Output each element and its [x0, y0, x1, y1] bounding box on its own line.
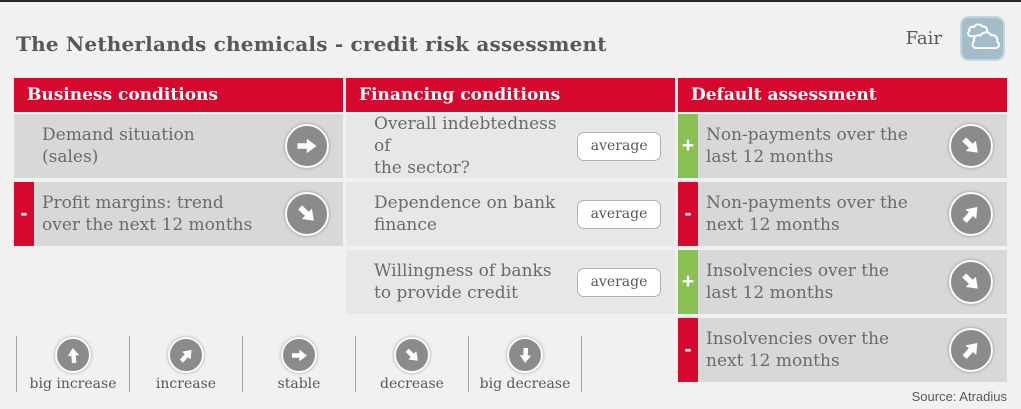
arrow-increase-icon: [949, 192, 993, 236]
arrow-decrease-icon: [949, 260, 993, 304]
row-label: Insolvencies over the last 12 months: [706, 260, 890, 303]
overall-rating: Fair: [906, 16, 1005, 61]
arrow-increase-icon: [168, 337, 204, 373]
column-default-assessment: Default assessment + Non-payments over t…: [678, 78, 1007, 382]
row-label: Overall indebtedness of the sector?: [374, 113, 557, 179]
table-row: - Insolvencies over the next 12 months: [678, 318, 1007, 382]
arrow-decrease-icon: [394, 337, 430, 373]
positive-marker: +: [678, 250, 698, 314]
row-label: Non-payments over the next 12 months: [706, 192, 908, 235]
legend-label: big decrease: [479, 376, 571, 392]
table-row: Demand situation (sales): [14, 114, 343, 178]
clouds-icon: [960, 16, 1005, 61]
table-row: + Non-payments over the last 12 months: [678, 114, 1007, 178]
arrow-decrease-icon: [285, 192, 329, 236]
column-financing-conditions: Financing conditions Overall indebtednes…: [346, 78, 675, 314]
trend-marker: [346, 182, 366, 246]
average-value-pill[interactable]: average: [577, 267, 661, 297]
trend-marker: [346, 114, 366, 178]
table-row: - Non-payments over the next 12 months: [678, 182, 1007, 246]
table-row: Overall indebtedness of the sector? aver…: [346, 114, 675, 178]
row-label: Insolvencies over the next 12 months: [706, 328, 890, 371]
row-label: Profit margins: trend over the next 12 m…: [42, 192, 253, 235]
table-row: + Insolvencies over the last 12 months: [678, 250, 1007, 314]
average-value-pill[interactable]: average: [577, 131, 661, 161]
arrow-stable-icon: [285, 124, 329, 168]
trend-legend: big increase increase stable decrease bi…: [16, 336, 582, 392]
page-title: The Netherlands chemicals - credit risk …: [16, 32, 607, 56]
column-header: Default assessment: [678, 78, 1007, 112]
legend-item-big-increase: big increase: [16, 336, 129, 392]
arrow-increase-icon: [949, 328, 993, 372]
trend-marker: [14, 114, 34, 178]
legend-item-stable: stable: [242, 336, 355, 392]
legend-divider: [581, 336, 582, 392]
legend-label: stable: [277, 376, 321, 392]
row-label: Demand situation (sales): [42, 124, 195, 167]
arrow-big-decrease-icon: [507, 337, 543, 373]
rating-label: Fair: [905, 28, 942, 49]
legend-item-increase: increase: [129, 336, 242, 392]
negative-marker: -: [678, 318, 698, 382]
row-label: Willingness of banks to provide credit: [374, 260, 552, 303]
table-row: Willingness of banks to provide credit a…: [346, 250, 675, 314]
legend-item-decrease: decrease: [355, 336, 468, 392]
legend-label: big increase: [29, 376, 117, 392]
assessment-table: Business conditions Demand situation (sa…: [14, 78, 1007, 382]
source-attribution: Source: Atradius: [911, 389, 1007, 404]
table-row: Dependence on bank finance average: [346, 182, 675, 246]
arrow-stable-icon: [281, 337, 317, 373]
trend-marker: [346, 250, 366, 314]
arrow-decrease-icon: [949, 124, 993, 168]
average-value-pill[interactable]: average: [577, 199, 661, 229]
column-header: Financing conditions: [346, 78, 675, 112]
trend-marker: -: [14, 182, 34, 246]
table-row: - Profit margins: trend over the next 12…: [14, 182, 343, 246]
legend-item-big-decrease: big decrease: [468, 336, 581, 392]
arrow-big-increase-icon: [55, 337, 91, 373]
legend-label: increase: [155, 376, 217, 392]
row-label: Non-payments over the last 12 months: [706, 124, 908, 167]
positive-marker: +: [678, 114, 698, 178]
column-header: Business conditions: [14, 78, 343, 112]
row-label: Dependence on bank finance: [374, 192, 556, 235]
column-business-conditions: Business conditions Demand situation (sa…: [14, 78, 343, 246]
legend-label: decrease: [380, 376, 444, 392]
negative-marker: -: [678, 182, 698, 246]
